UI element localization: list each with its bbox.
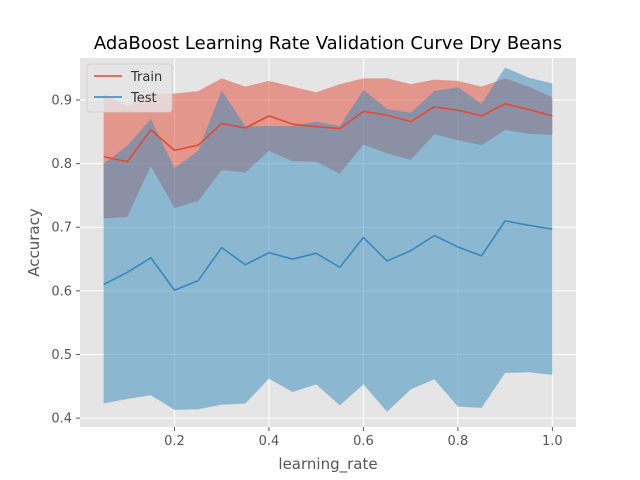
chart-title: AdaBoost Learning Rate Validation Curve … xyxy=(94,33,562,54)
y-tick-label: 0.9 xyxy=(51,93,72,108)
confidence-bands xyxy=(103,67,553,412)
test-line xyxy=(103,220,553,292)
x-tick-label: 0.4 xyxy=(259,434,280,449)
train-line xyxy=(103,103,553,163)
y-tick-label: 0.5 xyxy=(51,348,72,363)
x-tick-label: 0.6 xyxy=(353,434,374,449)
legend: Train Test xyxy=(86,63,173,113)
y-tick-label: 0.4 xyxy=(51,412,72,427)
y-axis-label: Accuracy xyxy=(25,208,43,277)
x-tick-label: 0.2 xyxy=(164,434,185,449)
y-tick-label: 0.7 xyxy=(51,221,72,236)
legend-label-train: Train xyxy=(130,70,162,85)
y-tick-label: 0.8 xyxy=(51,157,72,172)
x-axis-ticks: 0.2 0.4 0.6 0.8 1.0 xyxy=(164,427,563,449)
legend-label-test: Test xyxy=(130,91,157,106)
y-axis-ticks: 0.4 0.5 0.6 0.7 0.8 0.9 xyxy=(51,93,80,427)
series-lines xyxy=(103,103,553,292)
x-tick-label: 0.8 xyxy=(448,434,469,449)
test-band xyxy=(103,67,553,412)
x-tick-label: 1.0 xyxy=(542,434,563,449)
y-tick-label: 0.6 xyxy=(51,284,72,299)
x-axis-label: learning_rate xyxy=(278,455,377,474)
